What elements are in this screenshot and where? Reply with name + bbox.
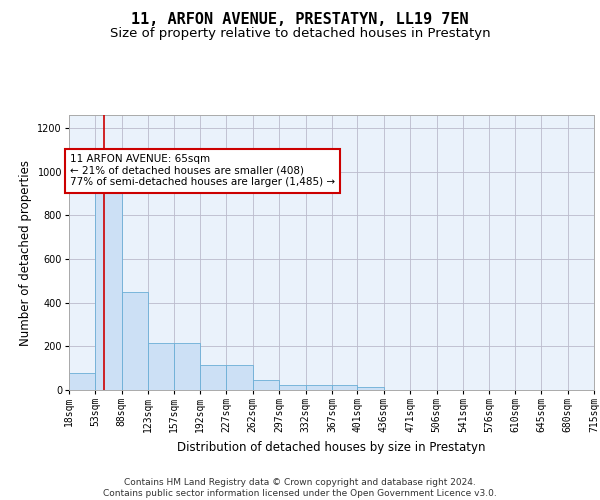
Text: Contains public sector information licensed under the Open Government Licence v3: Contains public sector information licen… — [103, 490, 497, 498]
Bar — [95, 177, 122, 390]
Bar — [253, 380, 279, 390]
Text: Size of property relative to detached houses in Prestatyn: Size of property relative to detached ho… — [110, 28, 490, 40]
Text: 11, ARFON AVENUE, PRESTATYN, LL19 7EN: 11, ARFON AVENUE, PRESTATYN, LL19 7EN — [131, 12, 469, 28]
Bar — [279, 384, 305, 390]
Y-axis label: Number of detached properties: Number of detached properties — [19, 160, 32, 346]
Bar — [332, 385, 358, 390]
Bar — [305, 385, 332, 390]
Bar — [358, 388, 384, 390]
Bar — [122, 292, 148, 390]
Text: Contains HM Land Registry data © Crown copyright and database right 2024.: Contains HM Land Registry data © Crown c… — [124, 478, 476, 487]
Bar — [148, 343, 173, 390]
Bar — [173, 343, 200, 390]
Bar — [226, 365, 253, 390]
Text: 11 ARFON AVENUE: 65sqm
← 21% of detached houses are smaller (408)
77% of semi-de: 11 ARFON AVENUE: 65sqm ← 21% of detached… — [70, 154, 335, 188]
Bar — [200, 365, 226, 390]
X-axis label: Distribution of detached houses by size in Prestatyn: Distribution of detached houses by size … — [177, 440, 486, 454]
Bar — [69, 372, 95, 390]
